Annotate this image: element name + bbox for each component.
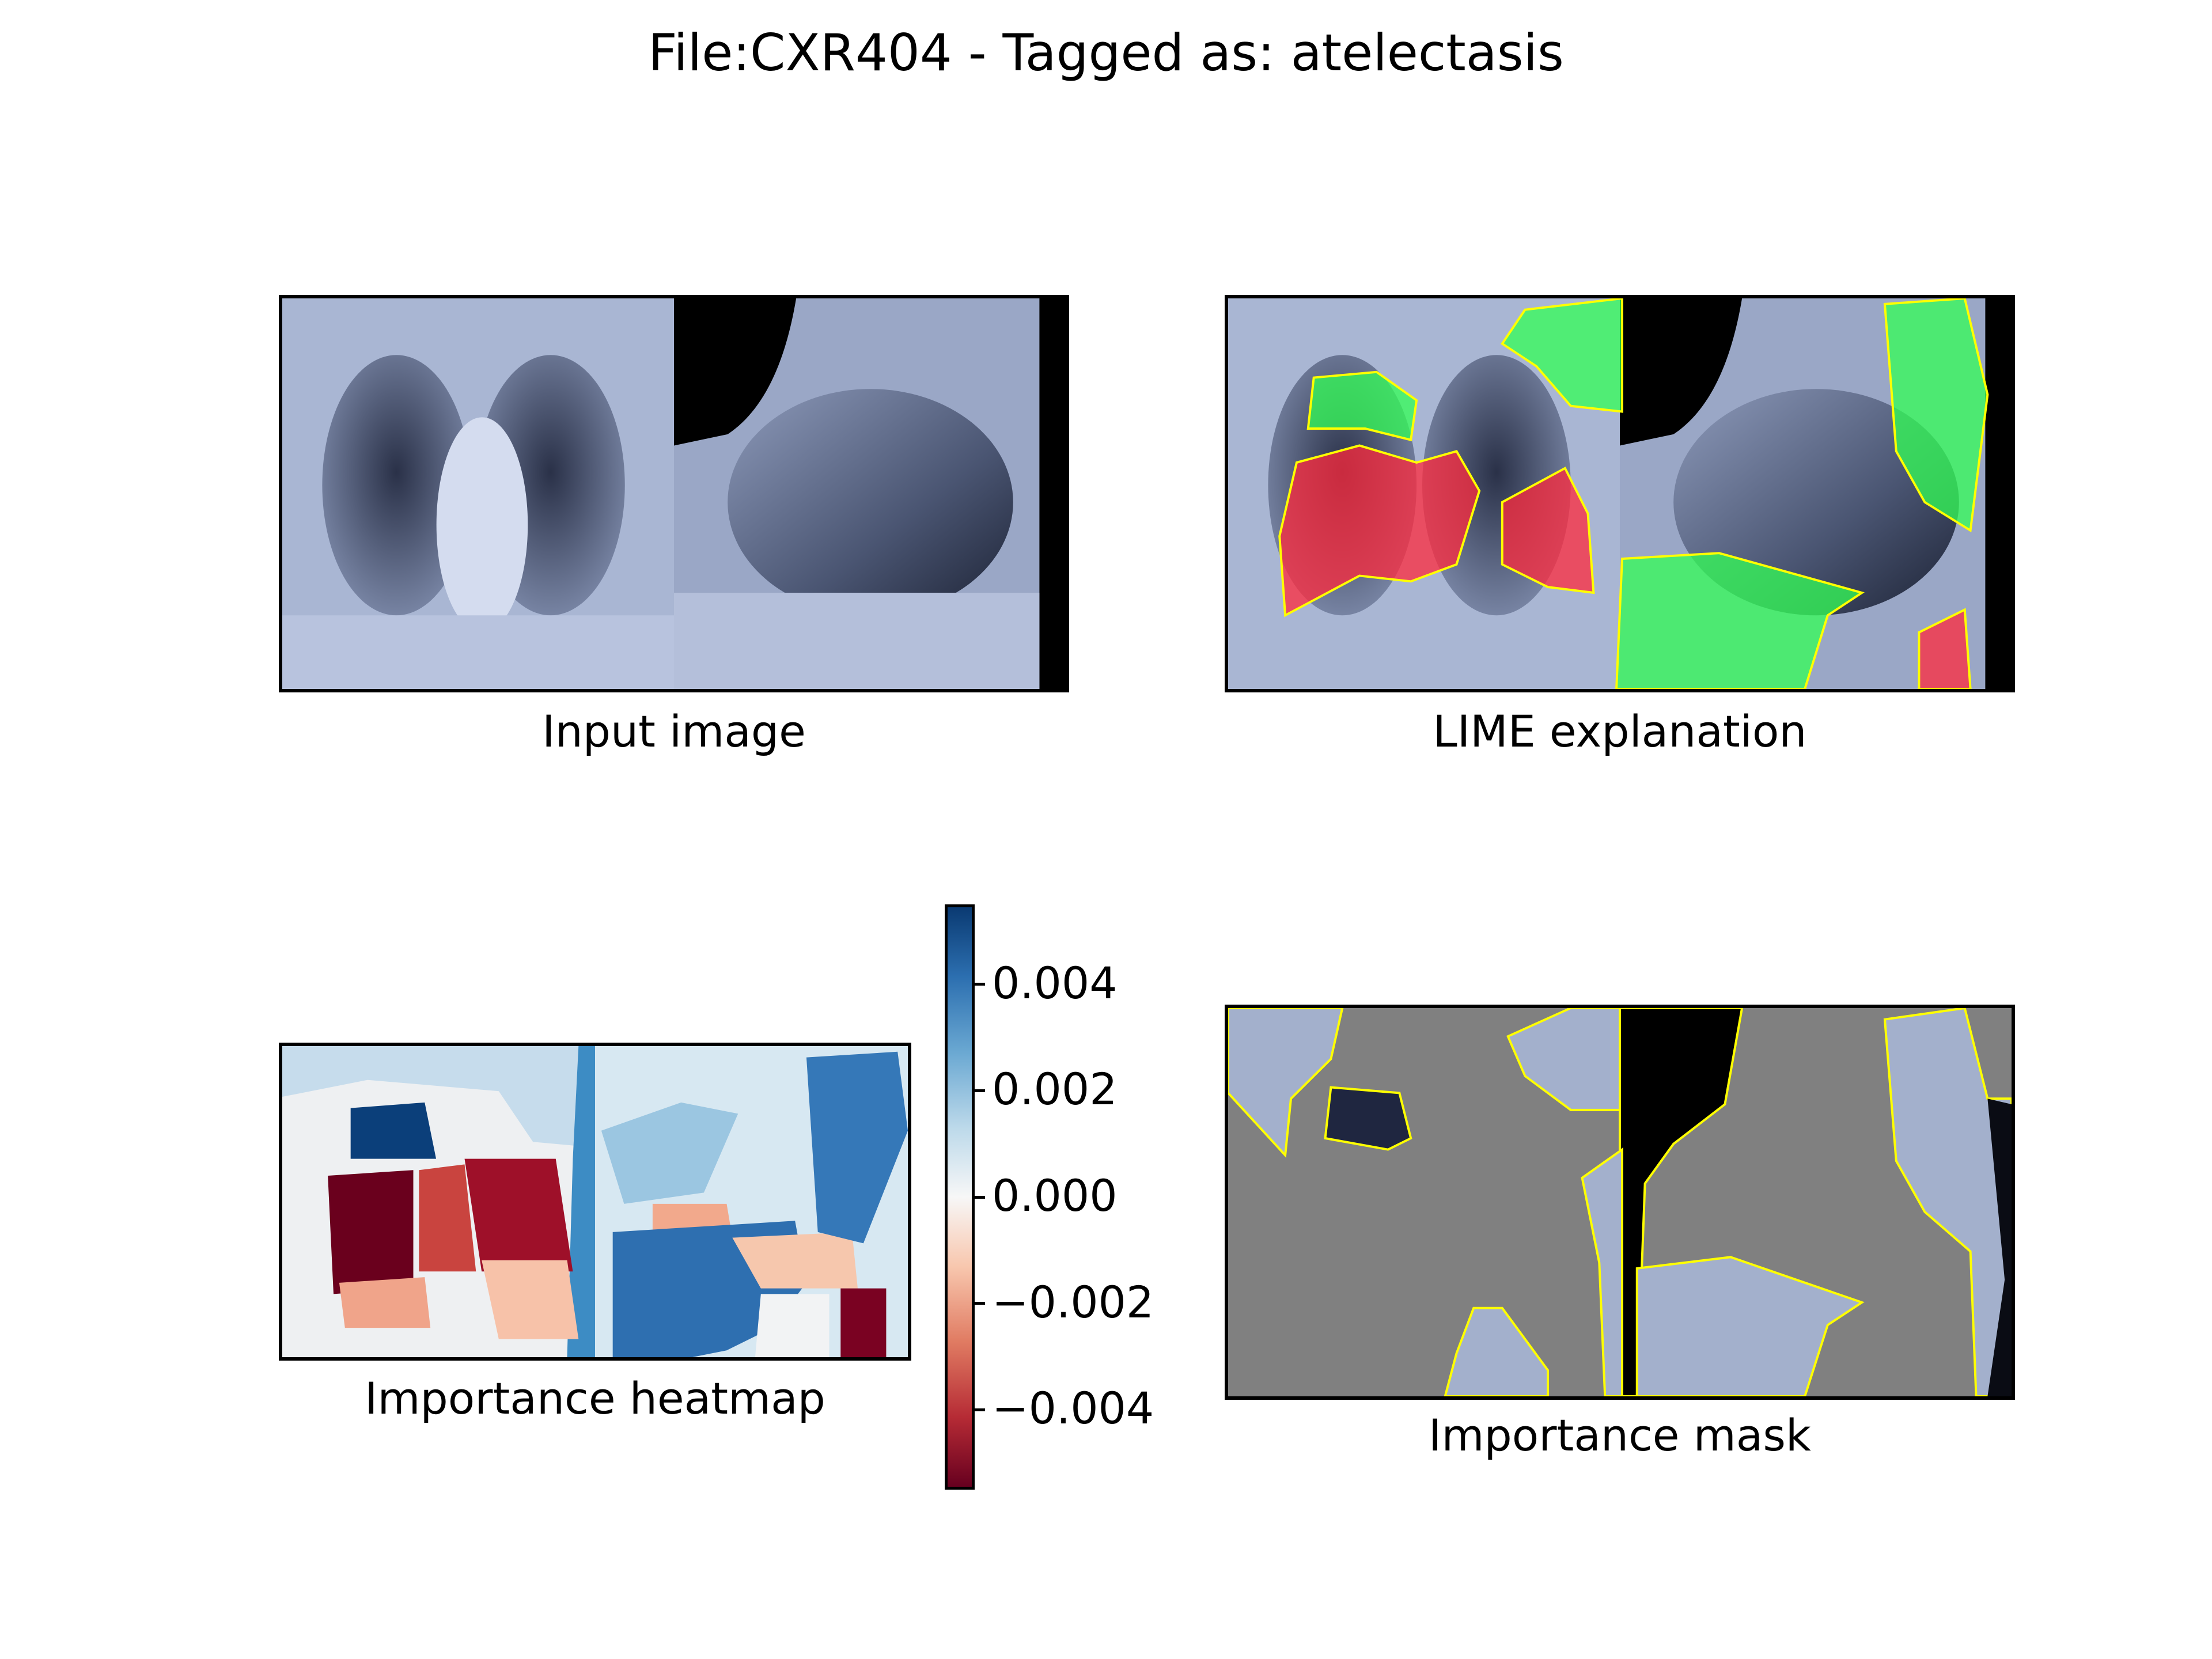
colorbar-tick-mark [975,1195,985,1199]
lime-explanation-panel [1225,295,2015,692]
heatmap-colorbar [945,904,975,1490]
mask-visible-region [1619,1008,1744,1396]
lime-positive-region [1883,298,1989,533]
colorbar-tick-mark [975,983,985,986]
importance-mask-panel [1225,1005,2015,1400]
input-image-panel [279,295,1069,692]
mask-visible-region [1324,1086,1412,1151]
lime-positive-region [1306,370,1418,442]
colorbar-tick-label: −0.004 [992,1382,1154,1434]
lime-positive-region [1501,298,1623,413]
mask-visible-region [1635,1256,1865,1396]
input-xray-image [282,298,1066,689]
colorbar-tick-label: 0.000 [992,1170,1118,1221]
mask-visible-region [1883,1008,2012,1396]
figure-title: File:CXR404 - Tagged as: atelectasis [648,23,1564,82]
importance-mask-image [1228,1008,2012,1396]
input-image-caption: Input image [542,706,806,757]
importance-mask-caption: Importance mask [1429,1410,1811,1461]
lime-positive-region [1615,552,1865,689]
mask-visible-region [1444,1306,1550,1396]
importance-heatmap-image [282,1046,908,1357]
importance-heatmap-panel [279,1043,911,1361]
lime-explanation-caption: LIME explanation [1433,706,1807,757]
lime-overlay-image [1228,298,2012,689]
lime-negative-region [1278,444,1481,618]
colorbar-tick-label: 0.002 [992,1063,1118,1115]
colorbar-tick-mark [975,1302,985,1305]
colorbar-tick-mark [975,1089,985,1092]
mask-visible-region [1987,1099,2012,1396]
lime-negative-region [1918,608,1972,689]
lime-negative-region [1501,467,1595,594]
mask-visible-region [1228,1008,1344,1158]
colorbar-tick-mark [975,1408,985,1411]
mask-visible-region [1581,1147,1623,1396]
importance-heatmap-caption: Importance heatmap [365,1373,825,1424]
colorbar-tick-label: 0.004 [992,957,1118,1009]
colorbar-tick-label: −0.002 [992,1276,1154,1328]
